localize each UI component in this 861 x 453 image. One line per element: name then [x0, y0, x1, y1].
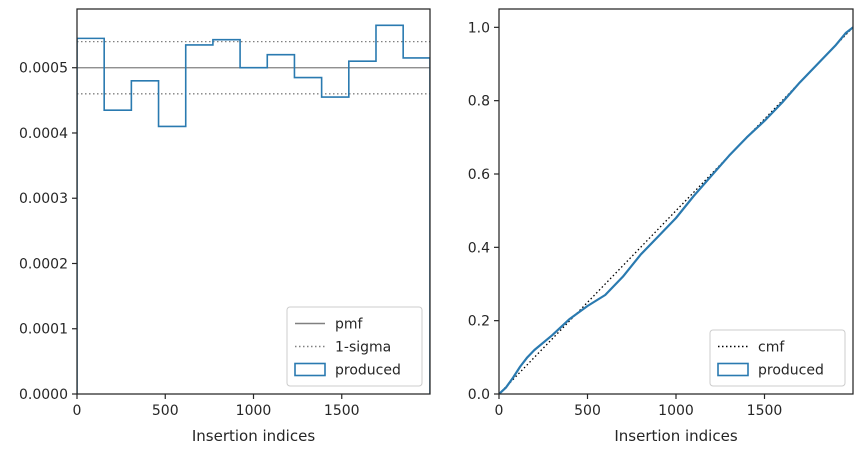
- chart-panel-right: 0 500 1000 1500 0.0 0.2 0.4 0.6 0.8 1.0 Insertion …: [468, 8, 854, 445]
- y-tick-label: 0.0002: [19, 256, 68, 272]
- produced-line: [499, 26, 853, 394]
- legend-label-produced: produced: [335, 363, 401, 379]
- x-tick-label: 1500: [324, 403, 360, 419]
- y-tick-label: 0.0000: [19, 387, 68, 403]
- legend: pmf 1-sigma produced: [286, 306, 423, 387]
- legend-label-1-sigma: 1-sigma: [335, 340, 391, 356]
- legend-label-produced: produced: [758, 363, 824, 379]
- legend: cmf produced: [709, 329, 846, 387]
- plot-area: [499, 26, 853, 394]
- y-tick-label: 0.2: [468, 314, 490, 330]
- x-tick-label: 500: [152, 403, 179, 419]
- y-tick-label: 0.4: [468, 240, 490, 256]
- legend-label-cmf: cmf: [758, 340, 785, 356]
- x-axis-label: Insertion indices: [614, 427, 737, 445]
- x-tick-label: 0: [73, 403, 82, 419]
- legend-box: [286, 306, 423, 387]
- y-tick-label: 0.0004: [19, 126, 68, 142]
- x-tick-label: 1500: [747, 403, 783, 419]
- y-tick-label: 0.0001: [19, 322, 68, 338]
- y-tick-label: 0.6: [468, 167, 490, 183]
- y-tick-label: 0.0005: [19, 61, 68, 77]
- x-tick-label: 1000: [236, 403, 272, 419]
- x-tick-label: 0: [495, 403, 504, 419]
- produced-histogram: [77, 24, 430, 394]
- chart-panel-left: 0 500 1000 1500 0.0000 0.0001 0.0002 0.0003 0.00…: [19, 8, 431, 445]
- x-tick-label: 500: [574, 403, 601, 419]
- y-tick-label: 1.0: [468, 20, 490, 36]
- legend-label-pmf: pmf: [335, 317, 364, 333]
- x-tick-label: 1000: [658, 403, 694, 419]
- y-tick-label: 0.0: [468, 387, 490, 403]
- legend-box: [709, 329, 846, 387]
- legend-handle-produced: [717, 362, 749, 377]
- plot-area: [77, 24, 430, 394]
- x-axis-label: Insertion indices: [192, 427, 315, 445]
- y-tick-label: 0.0003: [19, 191, 68, 207]
- legend-handle-produced: [294, 362, 326, 377]
- y-tick-label: 0.8: [468, 94, 490, 110]
